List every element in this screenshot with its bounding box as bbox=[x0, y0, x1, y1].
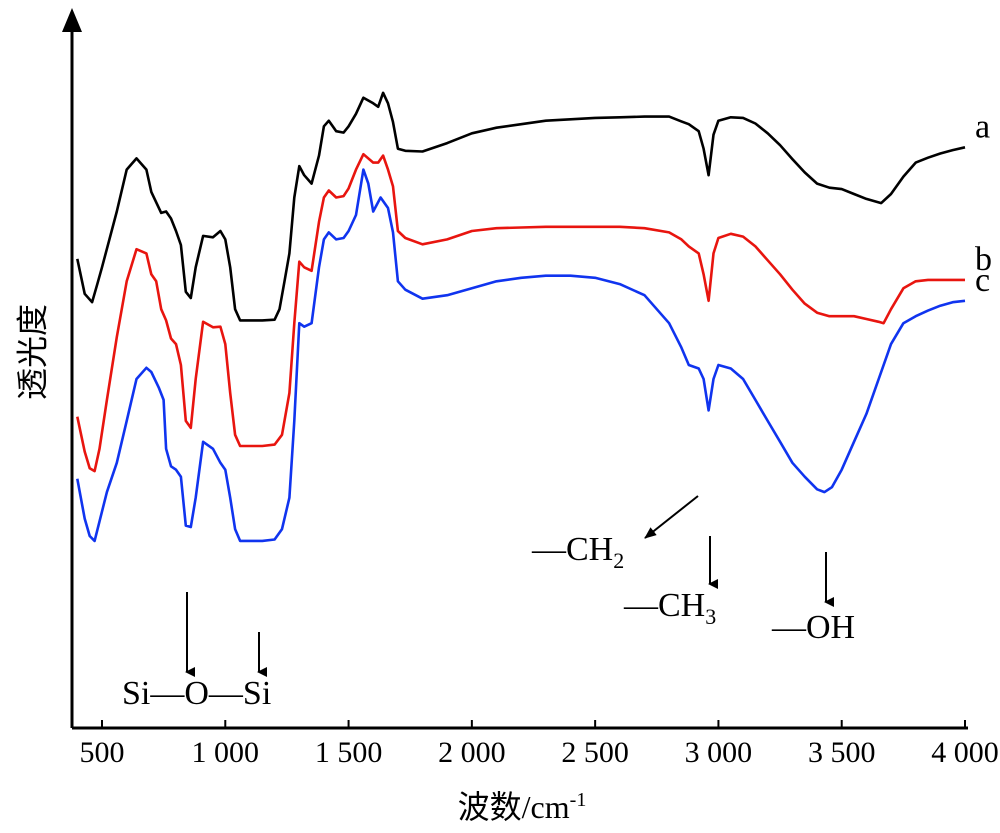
annotation-ch2-text: —CH bbox=[531, 531, 613, 568]
annotation-ch3: —CH3 bbox=[623, 587, 716, 629]
annotation-ch3-text: —CH bbox=[623, 587, 705, 624]
series-label-a: a bbox=[975, 108, 990, 145]
x-tick-label: 500 bbox=[80, 736, 125, 769]
x-tick-label: 3 000 bbox=[685, 736, 753, 769]
y-axis-arrowhead bbox=[62, 8, 82, 32]
x-tick-label: 2 000 bbox=[438, 736, 506, 769]
series-labels: a bc bbox=[975, 108, 992, 299]
x-axis-title-exponent: -1 bbox=[570, 789, 587, 811]
arrow-ch2 bbox=[644, 495, 699, 539]
series-label-b: b bbox=[975, 241, 992, 278]
annotation-ch2-sub: 2 bbox=[613, 548, 624, 573]
series-label-c: c bbox=[975, 262, 990, 299]
y-axis-title: 透光度 bbox=[14, 304, 50, 400]
x-axis-title: 波数/cm-1 bbox=[458, 789, 587, 825]
x-tick-label: 4 000 bbox=[931, 736, 999, 769]
x-tick-label: 3 500 bbox=[808, 736, 876, 769]
x-axis-title-text: 波数/cm bbox=[458, 789, 570, 825]
x-ticks bbox=[101, 720, 966, 728]
series-line-a bbox=[76, 91, 966, 322]
series-line-b bbox=[76, 152, 965, 473]
x-tick-label: 1 000 bbox=[192, 736, 260, 769]
annotation-si-o-si: Si—O—Si bbox=[122, 675, 271, 712]
annotation-ch3-sub: 3 bbox=[705, 604, 716, 629]
annotation-ch2: —CH2 bbox=[531, 531, 624, 573]
axes bbox=[62, 8, 968, 730]
annotation-arrows bbox=[185, 495, 834, 677]
x-tick-label: 1 500 bbox=[315, 736, 383, 769]
x-tick-label: 2 500 bbox=[561, 736, 629, 769]
series-line-c bbox=[76, 168, 966, 543]
annotation-oh: —OH bbox=[771, 609, 855, 646]
series-lines bbox=[76, 91, 966, 543]
x-tick-labels: 500 1 000 1 500 2 000 2 500 3 000 3 500 4 000 bbox=[80, 736, 999, 769]
